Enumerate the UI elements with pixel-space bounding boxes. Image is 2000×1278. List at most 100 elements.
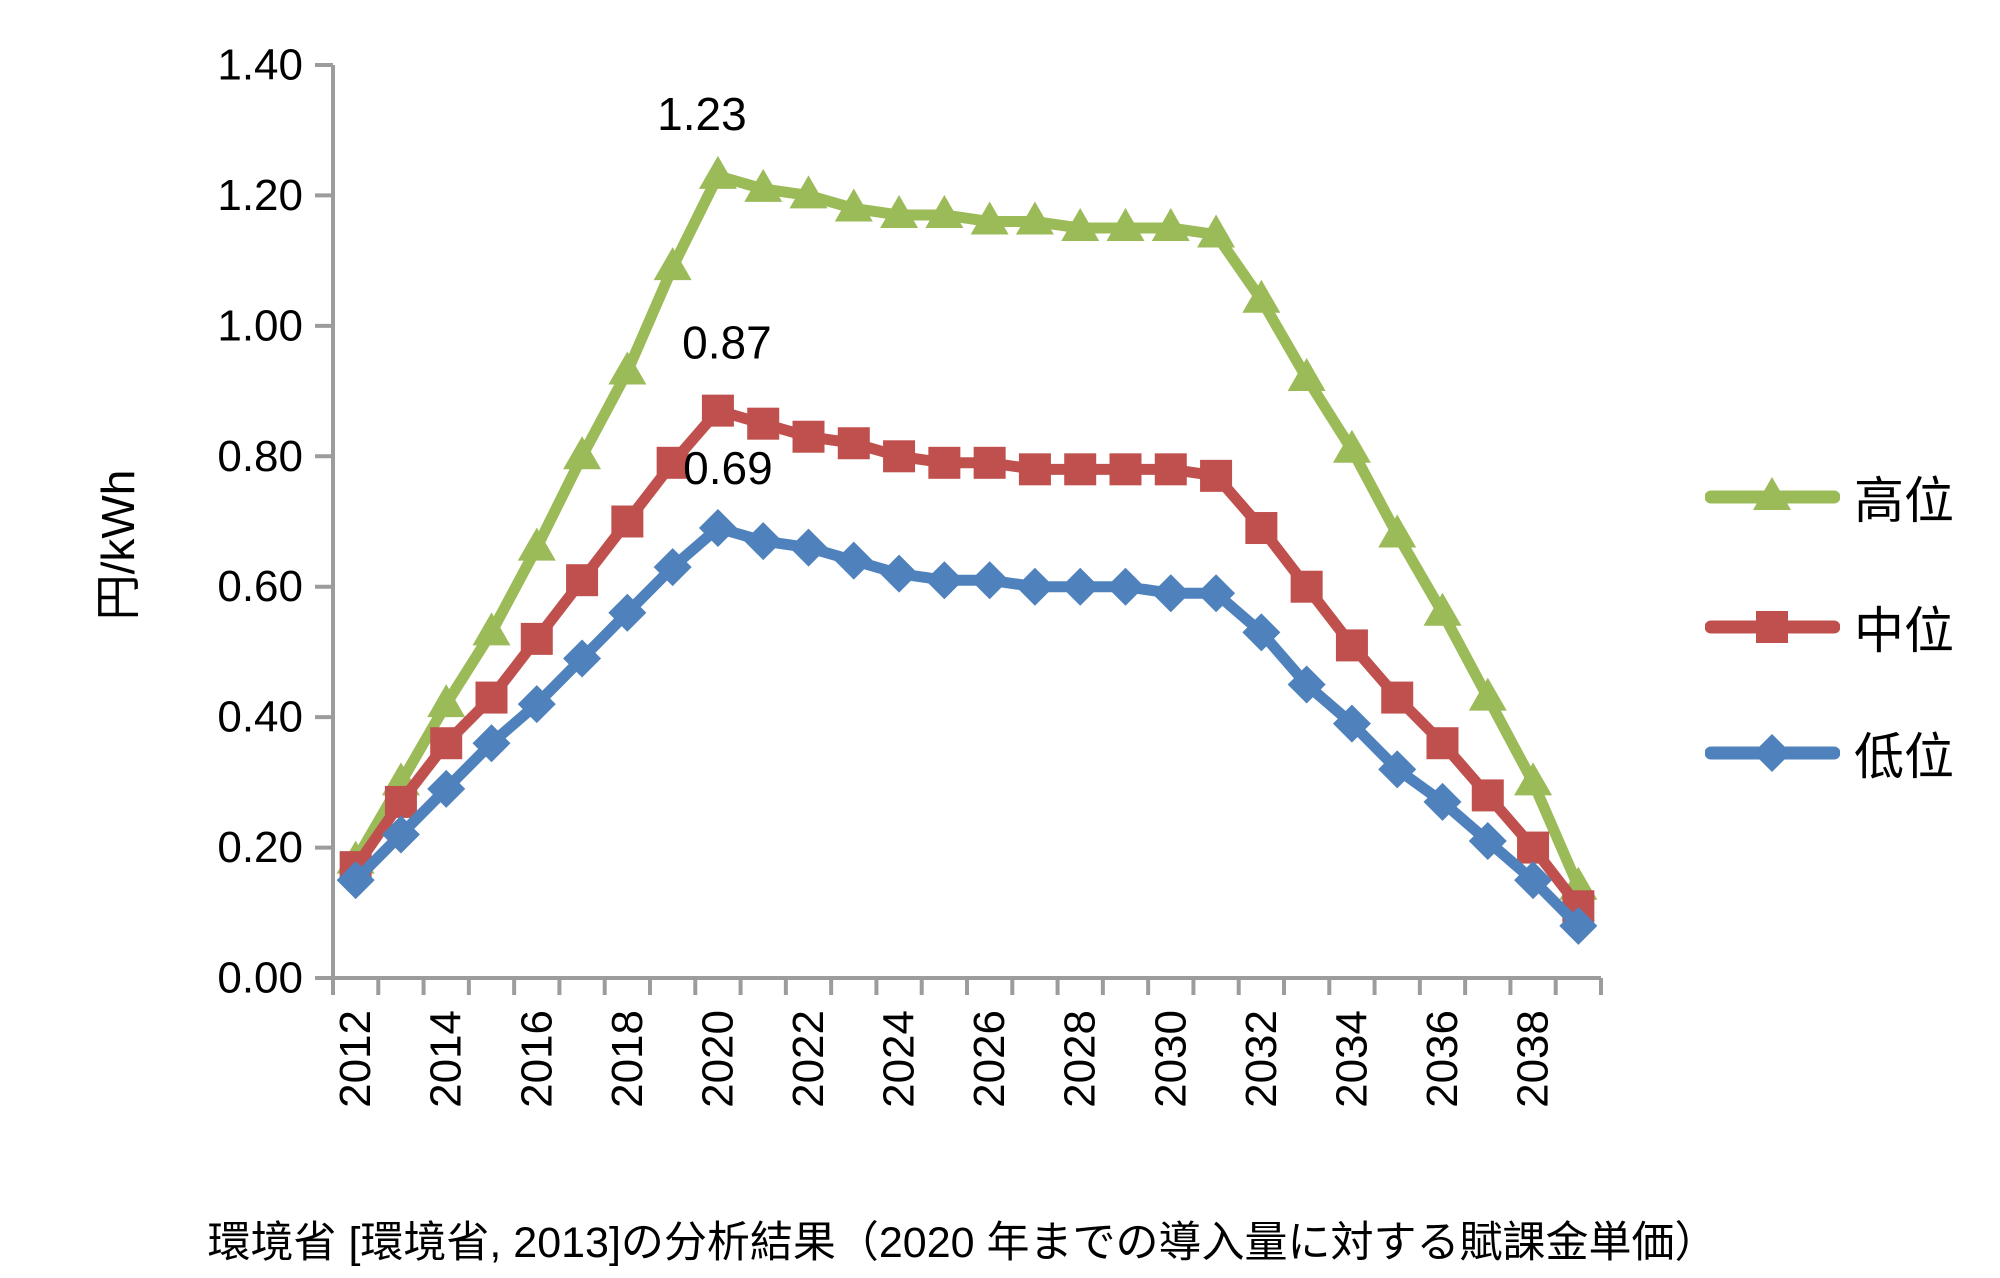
series-low-marker xyxy=(1242,613,1281,652)
series-low-marker xyxy=(744,522,783,561)
series-high-marker xyxy=(1061,208,1100,242)
series-low-marker xyxy=(1015,567,1054,606)
data-label: 0.87 xyxy=(682,317,772,369)
series-mid-marker xyxy=(566,564,599,597)
series-high-marker xyxy=(834,188,873,222)
series-high-marker xyxy=(1332,429,1371,463)
legend-low-marker xyxy=(1705,734,1840,772)
y-tick-label: 1.40 xyxy=(217,41,303,90)
x-tick-label: 2014 xyxy=(422,1010,471,1108)
series-low-marker xyxy=(1332,704,1371,743)
data-label: 0.69 xyxy=(683,442,773,494)
series-low-marker xyxy=(789,528,828,567)
chart-legend: 高位 中位 低位 xyxy=(1705,0,2000,1278)
series-mid-marker xyxy=(611,505,644,538)
x-tick-label: 2022 xyxy=(784,1010,833,1108)
series-high-marker xyxy=(1378,514,1417,548)
series-mid-marker xyxy=(1517,831,1550,864)
series-mid-marker xyxy=(1154,453,1187,486)
series-mid-marker xyxy=(1018,453,1051,486)
series-high-marker xyxy=(698,155,737,189)
series-mid-line xyxy=(350,405,1584,912)
series-low-marker xyxy=(1106,567,1145,606)
x-tick-label: 2026 xyxy=(965,1010,1014,1108)
y-axis-title: 円/kWh xyxy=(92,469,144,621)
series-low-marker xyxy=(698,509,737,548)
series-high-marker xyxy=(608,351,647,385)
series-mid-marker xyxy=(1200,459,1233,492)
series-low-marker xyxy=(1514,861,1553,900)
series-low-marker xyxy=(563,639,602,678)
series-mid-marker xyxy=(1381,681,1414,714)
series-mid-marker xyxy=(1109,453,1142,486)
y-tick-label: 0.80 xyxy=(217,432,303,481)
series-high-marker xyxy=(472,612,511,646)
legend-high-marker xyxy=(1705,477,1840,510)
y-tick-label: 1.20 xyxy=(217,171,303,220)
y-tick-label: 0.00 xyxy=(217,954,303,1003)
series-low-marker xyxy=(1197,574,1236,613)
series-low-marker xyxy=(653,548,692,587)
series-low-marker xyxy=(970,561,1009,600)
series-mid-marker xyxy=(883,440,916,473)
series-low-marker xyxy=(1423,782,1462,821)
series-high-marker xyxy=(1015,201,1054,235)
series-high-marker xyxy=(427,684,466,718)
y-tick-label: 0.20 xyxy=(217,823,303,872)
series-low-marker xyxy=(880,554,919,593)
series-low-marker xyxy=(517,685,556,724)
series-low-marker xyxy=(834,541,873,580)
series-mid-marker xyxy=(656,446,689,479)
legend-label: 低位 xyxy=(1854,729,1954,785)
series-low-line xyxy=(350,522,1584,932)
series-mid-marker xyxy=(520,622,553,655)
series-low-marker xyxy=(1378,750,1417,789)
x-tick-label: 2012 xyxy=(331,1010,380,1108)
series-high-marker xyxy=(925,194,964,228)
series-low-marker xyxy=(1559,906,1598,945)
series-mid-marker xyxy=(701,394,734,427)
series-low-marker xyxy=(1061,567,1100,606)
series-low-marker xyxy=(336,861,375,900)
series-high-line xyxy=(350,170,1584,893)
x-tick-label: 2028 xyxy=(1056,1010,1105,1108)
series-high-marker xyxy=(1242,279,1281,313)
legend-mid-marker xyxy=(1705,611,1840,643)
series-high-marker xyxy=(563,436,602,470)
x-tick-label: 2024 xyxy=(875,1010,924,1108)
chart-caption: 環境省 [環境省, 2013]の分析結果（2020 年までの導入量に対する賦課金… xyxy=(207,1219,1718,1267)
series-low-marker xyxy=(925,561,964,600)
series-mid-marker xyxy=(747,407,780,440)
series-mid-marker xyxy=(1426,727,1459,760)
series-high-marker xyxy=(1423,592,1462,626)
legend-label: 高位 xyxy=(1854,473,1954,529)
series-high-marker xyxy=(1514,762,1553,796)
series-mid-marker xyxy=(1064,453,1097,486)
y-tick-label: 1.00 xyxy=(217,301,303,350)
legend-entry-low: 低位 xyxy=(1705,718,1954,788)
series-low-marker xyxy=(381,815,420,854)
series-high-marker xyxy=(517,527,556,561)
series-mid-marker xyxy=(973,446,1006,479)
series-low-marker xyxy=(608,593,647,632)
series-mid-marker xyxy=(1335,629,1368,662)
series-mid-marker xyxy=(384,785,417,818)
y-tick-label: 0.60 xyxy=(217,562,303,611)
series-mid-marker xyxy=(928,446,961,479)
x-tick-label: 2018 xyxy=(603,1010,652,1108)
series-high-marker xyxy=(1106,208,1145,242)
series-mid-marker xyxy=(475,681,508,714)
x-tick-label: 2030 xyxy=(1146,1010,1195,1108)
data-label: 1.23 xyxy=(657,88,747,140)
series-high-marker xyxy=(1287,358,1326,392)
series-mid-marker xyxy=(1245,512,1278,545)
series-high-marker xyxy=(880,194,919,228)
series-low-marker xyxy=(1151,574,1190,613)
series-mid-marker xyxy=(430,727,463,760)
series-low-marker xyxy=(1287,665,1326,704)
x-tick-label: 2016 xyxy=(512,1010,561,1108)
x-tick-label: 2034 xyxy=(1327,1010,1376,1108)
series-low-marker xyxy=(472,724,511,763)
series-high-marker xyxy=(1151,208,1190,242)
